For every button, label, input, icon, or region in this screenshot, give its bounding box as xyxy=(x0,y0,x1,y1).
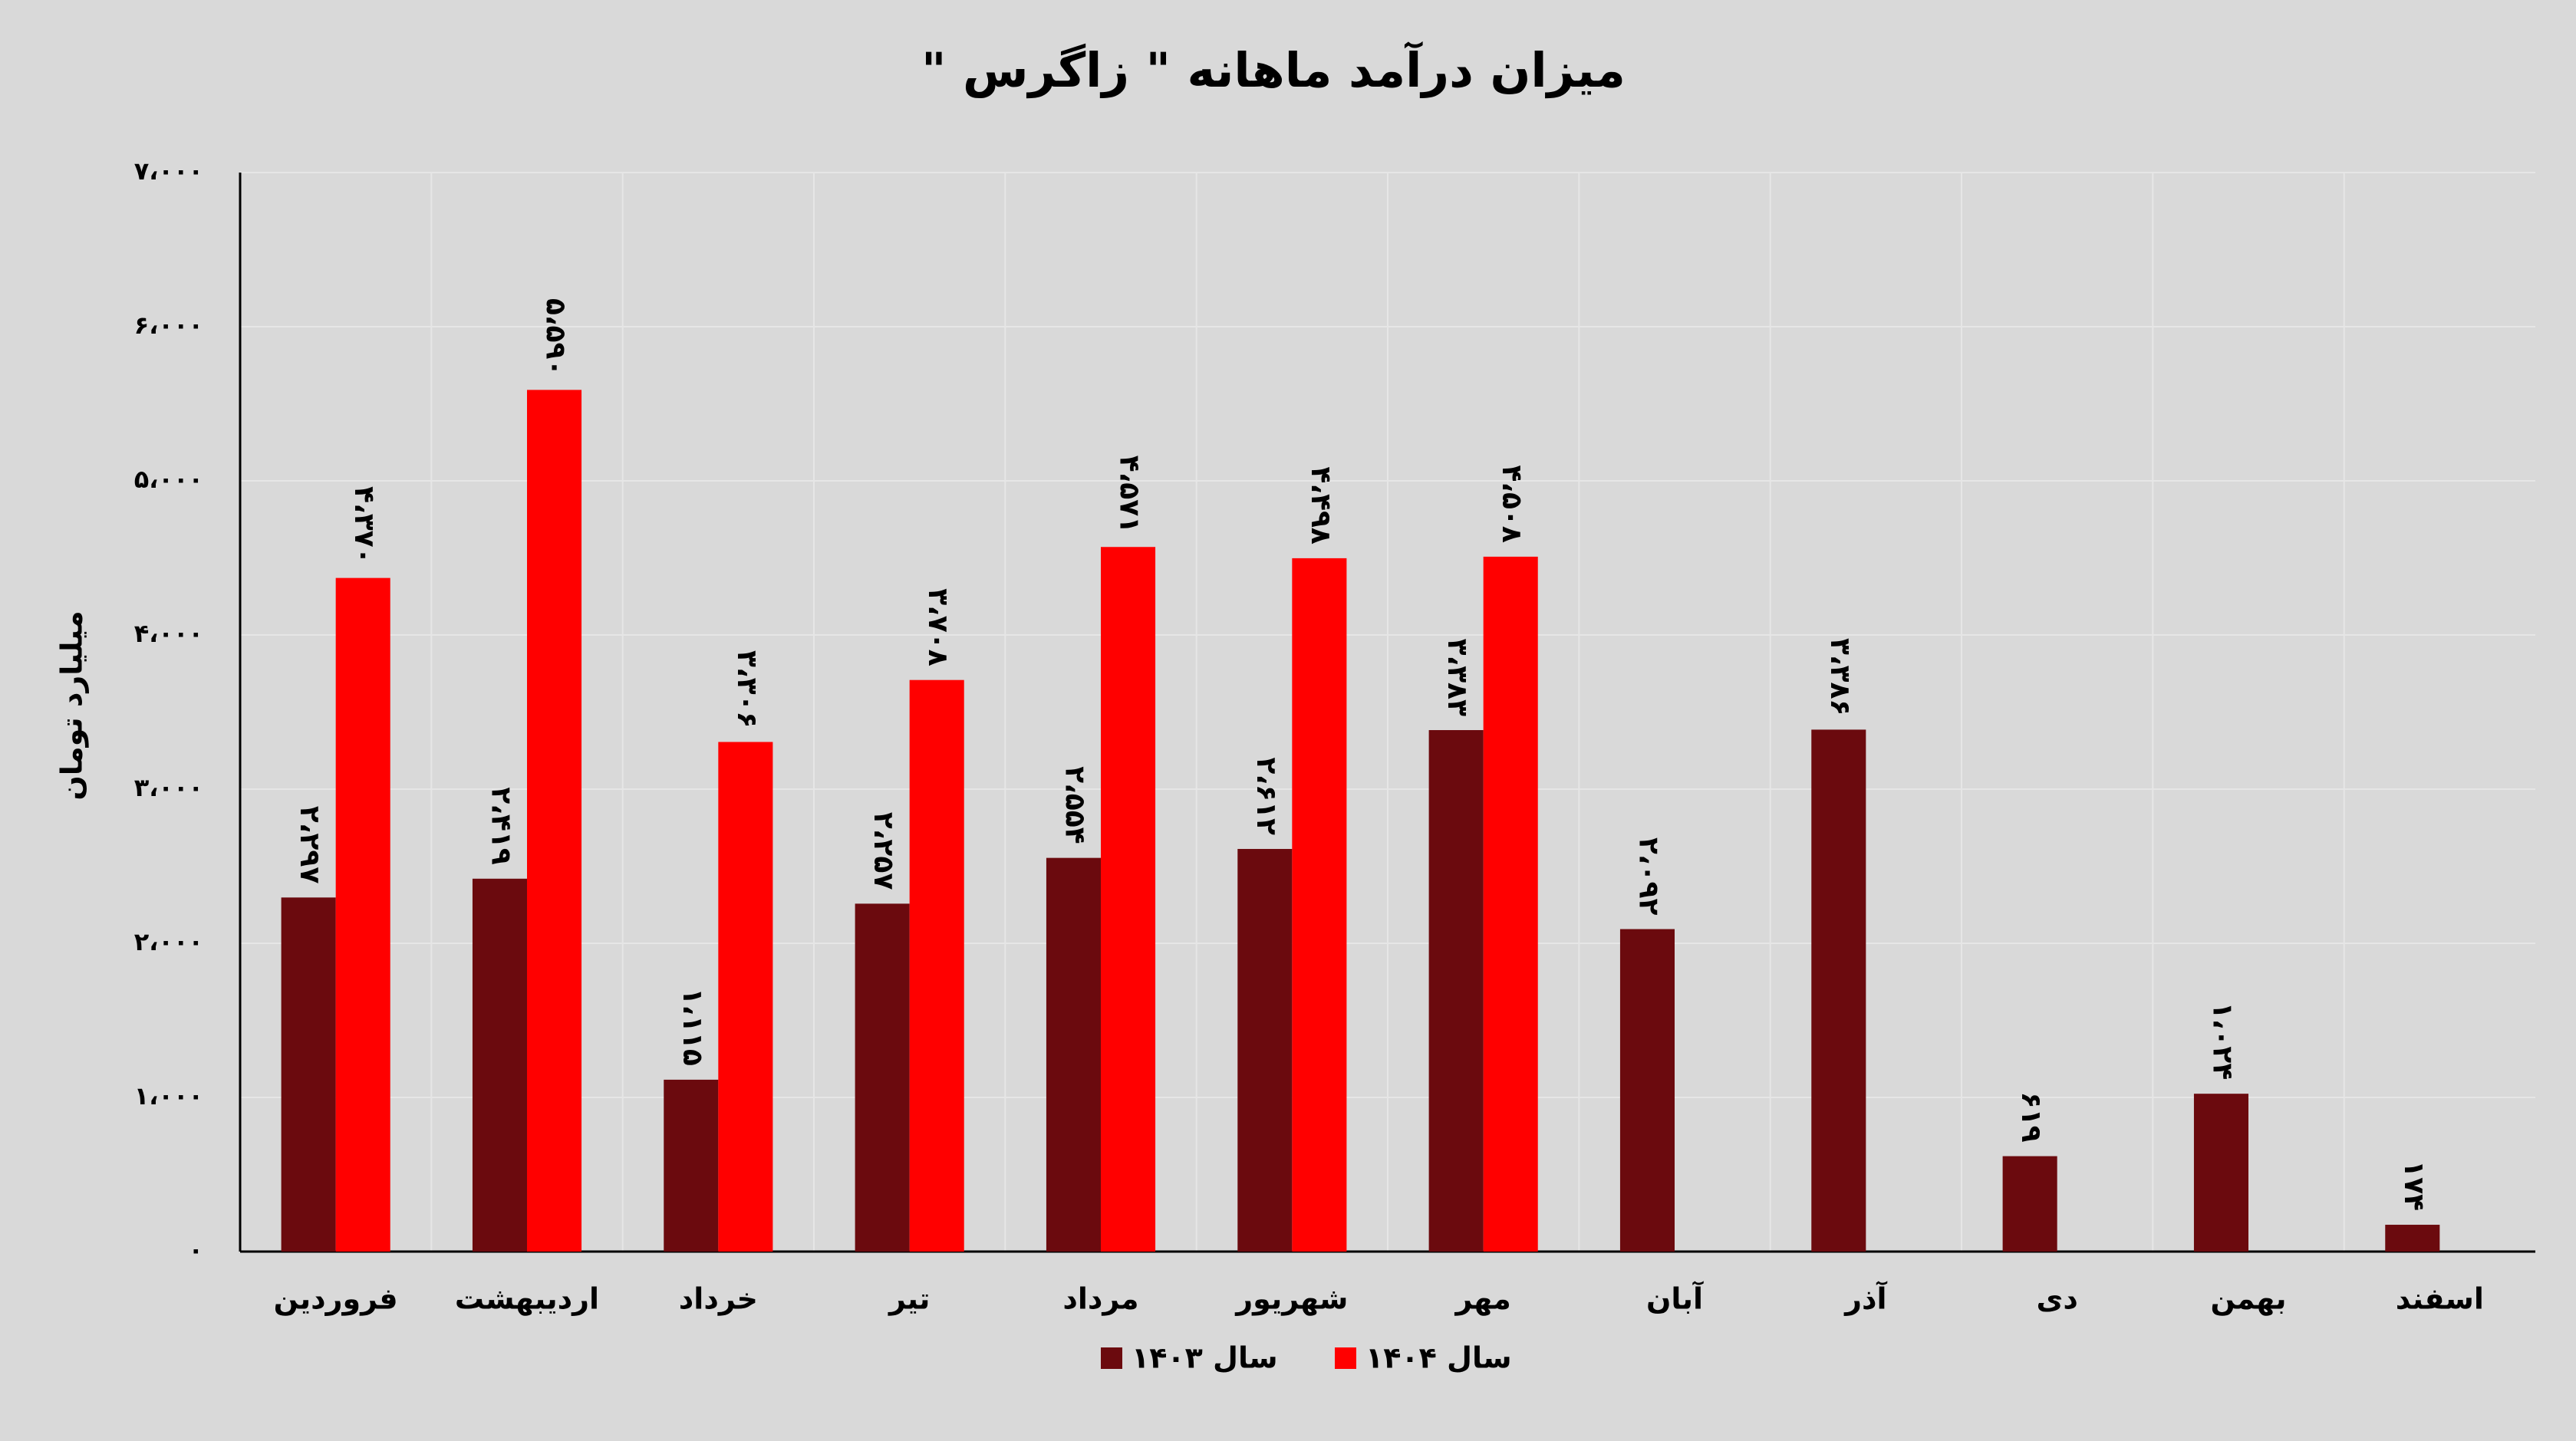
data-label: ۲،۶۱۲ xyxy=(1250,757,1282,835)
x-tick-label: اسفند xyxy=(2396,1282,2484,1316)
y-tick-label: ۵،۰۰۰ xyxy=(134,465,203,494)
data-label: ۴،۵۷۱ xyxy=(1114,456,1145,534)
data-label: ۲،۰۹۲ xyxy=(1632,837,1664,916)
data-label: ۲،۲۵۷ xyxy=(868,812,899,890)
bar xyxy=(855,903,910,1252)
x-tick-label: دی xyxy=(2037,1282,2078,1316)
bar xyxy=(664,1079,719,1252)
x-tick-label: شهریور xyxy=(1234,1282,1348,1316)
data-label: ۲،۴۱۹ xyxy=(485,787,516,865)
bar xyxy=(2385,1225,2440,1252)
bar xyxy=(281,897,336,1252)
x-tick-label: مهر xyxy=(1454,1282,1511,1316)
data-label: ۱،۰۲۴ xyxy=(2206,1002,2238,1081)
y-tick-label: ۱،۰۰۰ xyxy=(134,1081,203,1110)
bar xyxy=(1101,547,1156,1252)
data-label: ۳،۳۸۶ xyxy=(1824,638,1856,716)
y-tick-label: ۳،۰۰۰ xyxy=(134,773,203,802)
data-label: ۱۷۴ xyxy=(2398,1160,2429,1211)
bar xyxy=(1046,857,1101,1252)
bar xyxy=(335,577,390,1252)
bar xyxy=(1619,929,1675,1252)
x-tick-label: خرداد xyxy=(679,1282,758,1316)
data-label: ۶۱۹ xyxy=(2015,1092,2047,1143)
y-tick-label: ۰ xyxy=(188,1235,203,1265)
data-label: ۴،۵۰۸ xyxy=(1496,465,1527,543)
y-tick-label: ۴،۰۰۰ xyxy=(134,619,203,648)
x-tick-label: اردیبهشت xyxy=(455,1282,599,1316)
data-label: ۱،۱۱۵ xyxy=(677,988,708,1066)
x-tick-label: بهمن xyxy=(2210,1282,2286,1316)
legend-swatch xyxy=(1335,1347,1356,1369)
legend-swatch xyxy=(1101,1347,1122,1369)
chart-title: میزان درآمد ماهانه " زاگرس " xyxy=(921,41,1626,98)
bar xyxy=(527,390,582,1252)
bar xyxy=(1237,848,1293,1252)
bar xyxy=(909,679,964,1252)
bar xyxy=(2193,1094,2248,1252)
legend-label: سال ۱۴۰۴ xyxy=(1365,1341,1512,1375)
x-tick-label: آبان xyxy=(1646,1281,1704,1316)
bar xyxy=(718,742,773,1252)
bar xyxy=(1483,556,1538,1252)
bar xyxy=(1428,730,1484,1252)
data-label: ۳،۳۰۶ xyxy=(731,650,763,729)
bar xyxy=(472,878,527,1252)
data-label: ۳،۳۸۳ xyxy=(1441,638,1473,716)
y-axis-label: میلیارد تومان xyxy=(55,610,89,800)
data-label: ۵،۵۹۰ xyxy=(540,298,572,377)
bar xyxy=(1292,558,1347,1252)
bar xyxy=(1811,729,1866,1252)
x-tick-label: آذر xyxy=(1843,1281,1887,1316)
x-tick-label: مرداد xyxy=(1062,1282,1138,1316)
data-label: ۳،۷۰۸ xyxy=(922,588,954,666)
legend-label: سال ۱۴۰۳ xyxy=(1132,1341,1278,1375)
data-label: ۴،۴۹۸ xyxy=(1305,466,1336,544)
data-label: ۲،۵۵۴ xyxy=(1059,766,1090,844)
data-label: ۲،۲۹۷ xyxy=(294,806,325,884)
y-tick-label: ۷،۰۰۰ xyxy=(134,156,203,186)
x-tick-label: فروردین xyxy=(274,1282,398,1317)
bar xyxy=(2002,1156,2057,1252)
data-label: ۴،۳۷۰ xyxy=(348,486,380,564)
y-tick-label: ۲،۰۰۰ xyxy=(134,927,203,956)
x-tick-label: تیر xyxy=(888,1282,930,1316)
y-tick-label: ۶،۰۰۰ xyxy=(134,311,203,340)
